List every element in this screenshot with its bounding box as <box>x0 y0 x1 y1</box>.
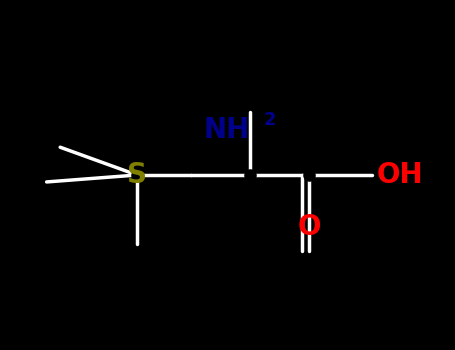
Text: 2: 2 <box>264 111 276 129</box>
Text: OH: OH <box>377 161 423 189</box>
Text: S: S <box>127 161 147 189</box>
Text: O: O <box>297 213 321 241</box>
Text: NH: NH <box>204 116 250 144</box>
